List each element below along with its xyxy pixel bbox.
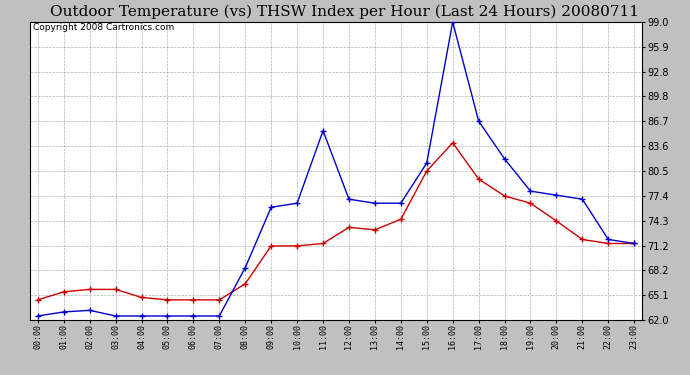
Text: Copyright 2008 Cartronics.com: Copyright 2008 Cartronics.com	[33, 24, 175, 33]
Text: Outdoor Temperature (vs) THSW Index per Hour (Last 24 Hours) 20080711: Outdoor Temperature (vs) THSW Index per …	[50, 5, 640, 19]
